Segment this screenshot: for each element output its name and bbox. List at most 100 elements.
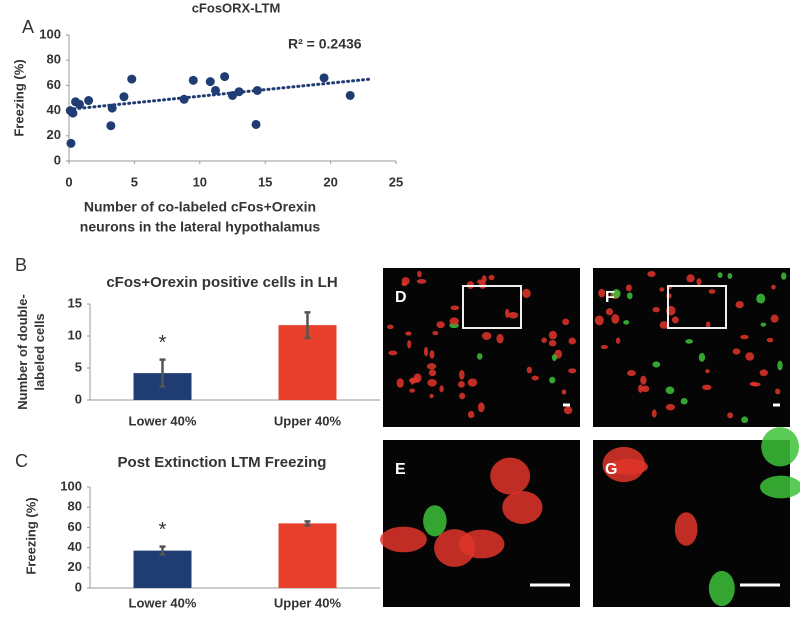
panel-letter: D — [395, 289, 407, 306]
cell — [459, 392, 466, 400]
point — [345, 90, 355, 100]
micrograph — [383, 268, 580, 427]
cell — [407, 340, 412, 349]
cell — [429, 393, 434, 399]
cell — [434, 529, 476, 567]
cell — [612, 289, 621, 299]
cell — [756, 293, 766, 304]
panel-letter: B — [15, 255, 27, 275]
cell — [775, 388, 781, 395]
cell — [488, 274, 495, 281]
cell — [439, 385, 444, 393]
y-tick-label: 10 — [68, 327, 82, 342]
bar — [133, 550, 192, 588]
bar — [278, 523, 337, 588]
point — [319, 73, 329, 83]
x-tick-label: 15 — [258, 174, 272, 189]
cell — [505, 308, 510, 319]
cell — [749, 381, 758, 386]
panel-letter: A — [22, 17, 34, 37]
cell — [696, 278, 702, 286]
point — [179, 94, 189, 104]
x-tick-label: Lower 40% — [129, 595, 197, 610]
x-axis-label: neurons in the lateral hypothalamus — [80, 219, 321, 235]
cell — [627, 370, 636, 377]
y-tick-label: 0 — [75, 391, 82, 406]
cell — [408, 377, 419, 384]
cell — [476, 353, 483, 360]
cell — [541, 337, 547, 343]
cell — [665, 403, 676, 411]
micrograph — [383, 440, 580, 607]
point — [205, 77, 215, 87]
cell — [423, 505, 447, 537]
cell — [561, 389, 567, 395]
cell — [457, 381, 465, 388]
cell — [426, 363, 437, 370]
error-bar — [304, 520, 311, 527]
y-axis-label: Number of double- — [15, 294, 30, 410]
cell — [481, 275, 487, 284]
point — [228, 90, 237, 100]
cell — [717, 272, 723, 279]
cell — [380, 526, 427, 553]
cell — [568, 368, 577, 374]
cell — [467, 410, 475, 419]
cell — [429, 350, 435, 359]
cell — [759, 475, 800, 499]
y-tick-label: 20 — [68, 559, 82, 574]
y-tick-label: 60 — [47, 77, 61, 92]
panel-letter: F — [605, 289, 615, 306]
x-tick-label: 20 — [323, 174, 337, 189]
cell — [482, 331, 492, 340]
cell — [609, 458, 649, 475]
cell — [698, 352, 706, 362]
chart-title: cFosORX-LTM — [192, 0, 281, 15]
point — [234, 87, 244, 97]
point — [220, 72, 230, 82]
error-bar — [159, 358, 166, 388]
cell — [759, 369, 769, 377]
cell — [647, 271, 656, 277]
point — [188, 75, 198, 85]
point — [68, 108, 78, 118]
cell — [467, 378, 478, 387]
y-tick-label: 40 — [68, 539, 82, 554]
point — [119, 92, 129, 102]
cell — [770, 314, 779, 323]
cell — [735, 301, 744, 309]
cell — [417, 270, 422, 278]
micrograph — [593, 268, 790, 427]
cell — [432, 331, 439, 336]
cell — [459, 369, 465, 380]
y-tick-label: 20 — [47, 127, 61, 142]
cell — [401, 281, 408, 287]
cell — [626, 292, 633, 300]
point — [66, 138, 76, 148]
y-tick-label: 80 — [47, 52, 61, 67]
cell — [702, 384, 712, 391]
cell — [502, 491, 543, 524]
cell — [705, 321, 711, 329]
cell — [551, 354, 557, 362]
point — [252, 85, 262, 95]
cell — [396, 378, 404, 388]
cell — [760, 322, 767, 327]
cell — [428, 369, 437, 377]
cell — [450, 305, 460, 311]
x-tick-label: 0 — [65, 174, 72, 189]
cell — [436, 321, 445, 329]
x-tick-label: 10 — [193, 174, 207, 189]
cell — [659, 321, 669, 329]
cell — [531, 375, 539, 381]
cell — [766, 337, 774, 343]
cell — [600, 345, 609, 350]
cell — [386, 324, 394, 330]
cell — [416, 278, 427, 284]
y-tick-label: 0 — [75, 579, 82, 594]
cell — [651, 409, 657, 418]
cell — [781, 272, 787, 280]
cell — [761, 427, 800, 467]
x-tick-label: 25 — [389, 174, 403, 189]
y-axis-label: labeled cells — [32, 313, 47, 390]
